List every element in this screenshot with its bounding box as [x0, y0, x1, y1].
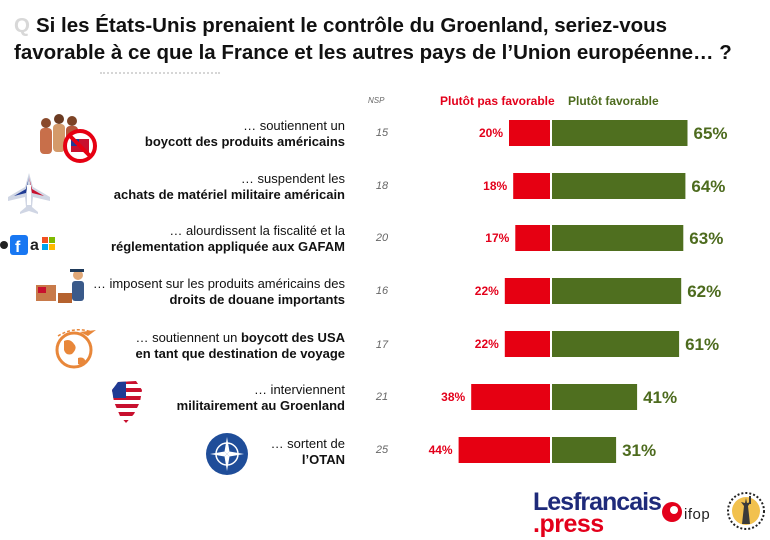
label-positive-4: 61% — [685, 335, 719, 354]
nsp-value-1: 18 — [375, 180, 389, 192]
bar-negative-2 — [515, 225, 551, 251]
bar-positive-4 — [551, 331, 680, 357]
bar-positive-0 — [551, 120, 688, 146]
bar-negative-1 — [513, 173, 551, 199]
lesfrancais-press-logo: Lesfrancais .press — [533, 488, 662, 538]
question-text: Si les États-Unis prenaient le contrôle … — [14, 14, 732, 64]
bar-positive-3 — [551, 278, 682, 304]
page-title: Q Si les États-Unis prenaient le contrôle… — [14, 12, 759, 66]
faint-divider — [100, 72, 220, 78]
nsp-value-5: 21 — [375, 391, 389, 403]
bar-negative-0 — [509, 120, 551, 146]
legend-negative: Plutôt pas favorable — [440, 94, 555, 108]
bar-positive-5 — [551, 384, 638, 410]
bar-positive-1 — [551, 173, 686, 199]
ifop-logo-icon — [662, 502, 682, 522]
label-positive-6: 31% — [622, 441, 656, 460]
bar-positive-6 — [551, 437, 617, 463]
fighter-jet-icon — [8, 173, 50, 214]
row-label-5: … interviennent militairement au Groenla… — [176, 382, 345, 413]
bar-negative-3 — [504, 278, 551, 304]
label-positive-5: 41% — [643, 388, 677, 407]
nsp-value-2: 20 — [375, 232, 389, 244]
globe-plane-icon — [55, 329, 96, 369]
bar-negative-4 — [504, 331, 551, 357]
ifop-wordmark: ifop — [684, 506, 711, 523]
label-negative-4: 22% — [475, 337, 499, 351]
question-marker: Q — [14, 14, 30, 37]
statue-of-liberty-stamp-icon — [727, 492, 765, 530]
row-label-1: … suspendent les achats de matériel mili… — [113, 171, 345, 202]
bar-negative-6 — [458, 437, 551, 463]
label-positive-1: 64% — [691, 177, 725, 196]
label-negative-1: 18% — [483, 179, 507, 193]
nsp-value-0: 15 — [375, 127, 389, 139]
label-positive-0: 65% — [694, 124, 728, 143]
label-negative-3: 22% — [475, 284, 499, 298]
label-negative-2: 17% — [485, 231, 509, 245]
bar-positive-2 — [551, 225, 684, 251]
label-positive-3: 62% — [687, 282, 721, 301]
boycott-people-icon — [40, 114, 97, 163]
greenland-flag-map-icon — [112, 381, 142, 423]
label-negative-5: 38% — [441, 390, 465, 404]
label-negative-6: 44% — [429, 443, 453, 457]
nsp-header: NSP — [368, 96, 385, 105]
bar-negative-5 — [471, 384, 551, 410]
legend-positive: Plutôt favorable — [568, 94, 659, 108]
label-negative-0: 20% — [479, 126, 503, 140]
customs-officer-icon — [36, 269, 84, 303]
row-label-6: … sortent de l’OTAN — [270, 436, 345, 467]
row-label-0: … soutiennent un boycott des produits am… — [144, 118, 345, 149]
gafam-logos-icon: f a — [0, 235, 55, 256]
nsp-value-3: 16 — [375, 285, 389, 297]
row-label-3: … imposent sur les produits américains d… — [92, 276, 345, 307]
nsp-value-6: 25 — [375, 444, 389, 456]
nato-emblem-icon — [206, 433, 248, 475]
row-label-4: … soutiennent un boycott des USA en tant… — [135, 330, 345, 361]
label-positive-2: 63% — [689, 229, 723, 248]
svg-text:a: a — [30, 237, 39, 254]
svg-text:f: f — [15, 239, 21, 256]
nsp-value-4: 17 — [375, 339, 389, 351]
row-label-2: … alourdissent la fiscalité et la réglem… — [110, 223, 345, 254]
